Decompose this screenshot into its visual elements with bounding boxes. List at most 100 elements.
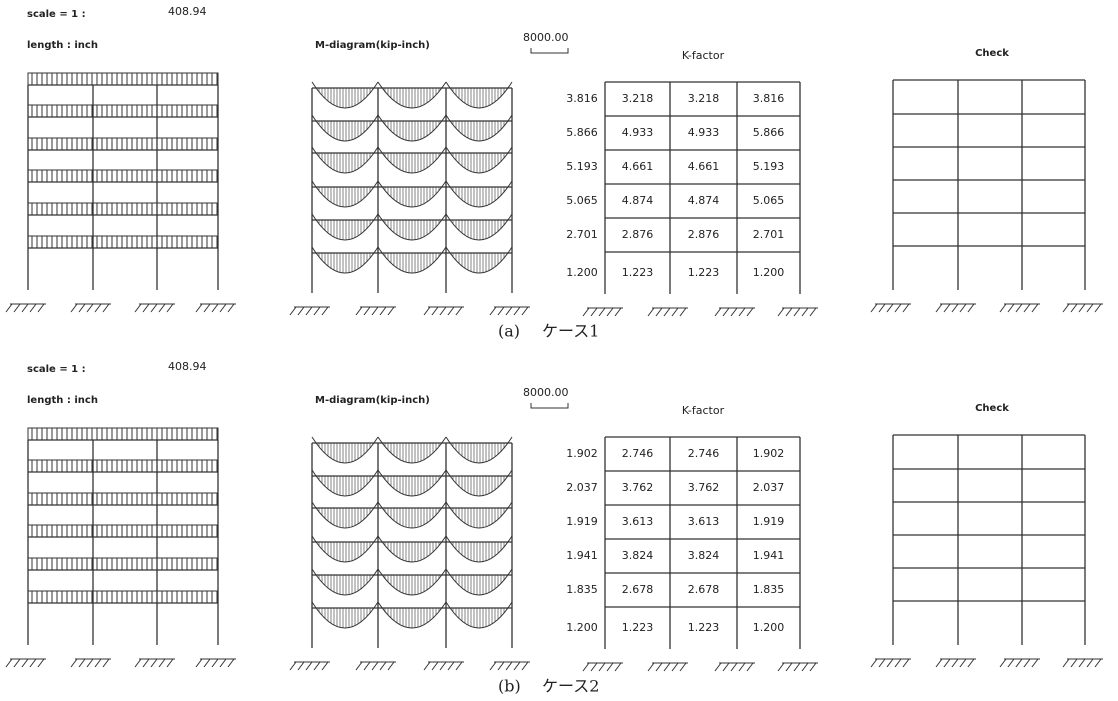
support-hatch (1087, 659, 1093, 667)
support-hatch (95, 304, 101, 312)
k-cell: 3.824 (688, 549, 720, 562)
support-hatch (151, 659, 157, 667)
support-hatch (298, 307, 304, 315)
length-label: length : inch (27, 395, 98, 406)
support-hatch (1008, 304, 1014, 312)
check-title: Check (975, 403, 1009, 414)
support-hatch (903, 659, 909, 667)
support-hatch (196, 304, 202, 312)
scale-bar (531, 48, 568, 53)
support-hatch (583, 308, 589, 316)
support-hatch (143, 659, 149, 667)
moment-scale: 8000.00 (523, 31, 569, 44)
support-hatch (1032, 659, 1038, 667)
support-hatch (936, 659, 942, 667)
support-hatch (648, 308, 654, 316)
support-hatch (30, 659, 36, 667)
k-story-label: 5.065 (566, 194, 598, 207)
support-hatch (810, 663, 816, 671)
support-hatch (739, 663, 745, 671)
support-hatch (952, 659, 958, 667)
support-hatch (356, 662, 362, 670)
support-hatch (424, 662, 430, 670)
support-hatch (204, 304, 210, 312)
k-story-label: 2.037 (566, 481, 598, 494)
support-hatch (607, 308, 613, 316)
support-hatch (591, 308, 597, 316)
support-hatch (79, 659, 85, 667)
support-hatch (432, 307, 438, 315)
support-hatch (220, 659, 226, 667)
k-cell: 1.200 (753, 621, 785, 634)
k-cell: 1.835 (753, 583, 785, 596)
support-hatch (944, 659, 950, 667)
support-hatch (952, 304, 958, 312)
support-hatch (522, 662, 528, 670)
support-hatch (448, 307, 454, 315)
k-cell: 3.613 (688, 515, 720, 528)
support-hatch (715, 308, 721, 316)
support-hatch (290, 307, 296, 315)
support-hatch (887, 304, 893, 312)
k-cell: 1.902 (753, 447, 785, 460)
support-hatch (664, 663, 670, 671)
k-cell: 3.762 (688, 481, 720, 494)
support-hatch (810, 308, 816, 316)
support-hatch (1087, 304, 1093, 312)
k-cell: 4.661 (622, 160, 654, 173)
support-hatch (968, 304, 974, 312)
check-title: Check (975, 48, 1009, 59)
k-cell: 1.200 (753, 266, 785, 279)
k-cell: 3.613 (622, 515, 654, 528)
support-hatch (723, 663, 729, 671)
support-hatch (887, 659, 893, 667)
k-cell: 2.678 (688, 583, 720, 596)
k-story-label: 1.835 (566, 583, 598, 596)
support-hatch (322, 307, 328, 315)
support-hatch (498, 662, 504, 670)
support-hatch (1071, 659, 1077, 667)
caption-text: ケース1 (542, 322, 599, 341)
support-hatch (456, 662, 462, 670)
support-hatch (747, 308, 753, 316)
k-story-label: 2.701 (566, 228, 598, 241)
support-hatch (380, 307, 386, 315)
support-hatch (212, 304, 218, 312)
support-hatch (196, 659, 202, 667)
k-cell: 3.218 (688, 92, 720, 105)
k-story-label: 1.200 (566, 621, 598, 634)
k-title: K-factor (682, 49, 725, 62)
support-hatch (723, 308, 729, 316)
support-hatch (794, 308, 800, 316)
support-hatch (6, 304, 12, 312)
support-hatch (448, 662, 454, 670)
support-hatch (607, 663, 613, 671)
support-hatch (212, 659, 218, 667)
k-story-label: 3.816 (566, 92, 598, 105)
support-hatch (388, 662, 394, 670)
support-hatch (583, 663, 589, 671)
support-hatch (298, 662, 304, 670)
support-hatch (71, 304, 77, 312)
support-hatch (228, 659, 234, 667)
support-hatch (314, 307, 320, 315)
support-hatch (135, 304, 141, 312)
k-cell: 5.193 (753, 160, 785, 173)
k-cell: 3.824 (622, 549, 654, 562)
figure: scale = 1 :408.94length : inchM-diagram(… (0, 0, 1118, 701)
support-hatch (364, 662, 370, 670)
support-hatch (432, 662, 438, 670)
support-hatch (1000, 659, 1006, 667)
support-hatch (440, 307, 446, 315)
k-story-label: 5.193 (566, 160, 598, 173)
support-hatch (372, 662, 378, 670)
support-hatch (6, 659, 12, 667)
support-hatch (960, 659, 966, 667)
scale-label: scale = 1 : (27, 364, 86, 375)
support-hatch (936, 304, 942, 312)
support-hatch (802, 308, 808, 316)
support-hatch (380, 662, 386, 670)
support-hatch (879, 659, 885, 667)
caption-label: (a) (498, 322, 520, 341)
